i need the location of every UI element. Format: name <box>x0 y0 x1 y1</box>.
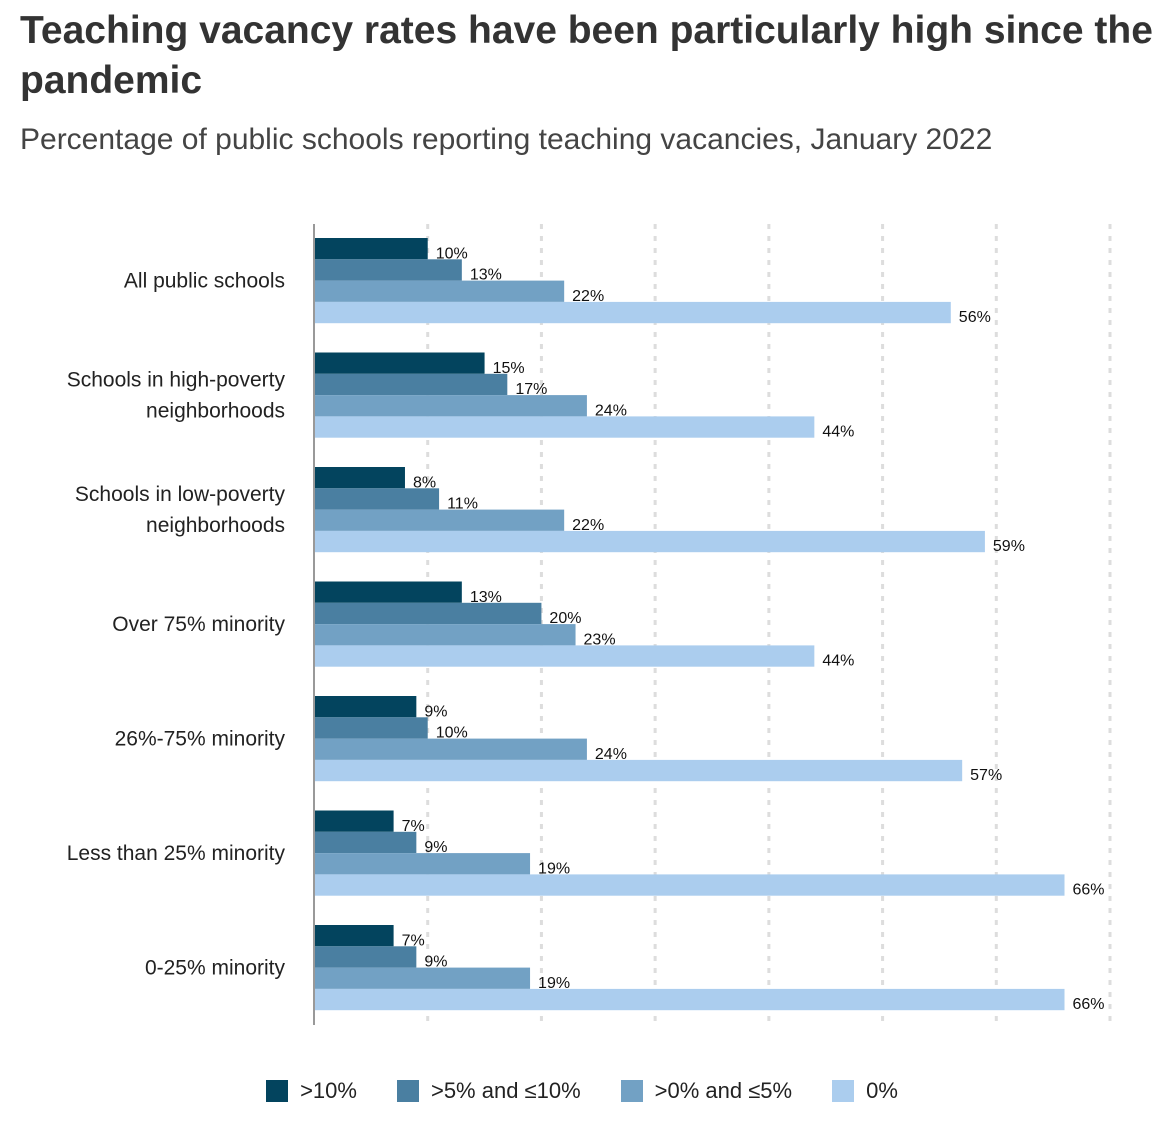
category-label: Schools in low-poverty <box>75 483 286 506</box>
bar <box>314 738 587 760</box>
bars <box>314 238 1065 1011</box>
data-label: 22% <box>572 288 604 305</box>
data-label: 24% <box>595 746 627 763</box>
data-label: 57% <box>970 767 1002 784</box>
category-label: Over 75% minority <box>112 613 285 636</box>
legend-swatch <box>832 1080 855 1102</box>
chart-subtitle: Percentage of public schools reporting t… <box>20 123 993 156</box>
data-label: 8% <box>413 474 436 491</box>
legend-label: >5% and ≤10% <box>430 1078 581 1103</box>
bar <box>314 967 531 989</box>
data-label: 15% <box>493 360 525 377</box>
legend-swatch <box>266 1080 289 1102</box>
data-label: 19% <box>538 860 570 877</box>
bar <box>314 238 428 260</box>
legend-item: >0% and ≤5% <box>620 1078 793 1104</box>
category-label: All public schools <box>124 270 285 293</box>
bar <box>314 488 440 510</box>
bar <box>314 810 394 832</box>
data-label: 44% <box>822 424 854 441</box>
bar <box>314 395 587 417</box>
bar <box>314 946 417 968</box>
bar <box>314 602 542 625</box>
legend-swatch <box>396 1080 419 1102</box>
data-label: 11% <box>447 496 478 513</box>
data-label: 9% <box>424 703 447 720</box>
data-label: 13% <box>470 267 502 284</box>
bar <box>314 988 1065 1011</box>
bar <box>314 301 951 324</box>
bar <box>314 696 417 718</box>
data-label: 22% <box>572 517 604 534</box>
data-label: 10% <box>436 245 468 262</box>
bar <box>314 373 508 396</box>
bar <box>314 280 565 302</box>
data-label: 9% <box>424 839 447 856</box>
bar <box>314 717 428 739</box>
data-label: 7% <box>402 818 425 835</box>
bar <box>314 831 417 854</box>
category-label: neighborhoods <box>146 400 285 423</box>
category-label: Less than 25% minority <box>67 842 286 865</box>
bar <box>314 925 394 947</box>
legend-item: 0% <box>832 1078 898 1104</box>
bar <box>314 624 576 646</box>
bar <box>314 645 815 667</box>
category-label: 26%-75% minority <box>115 728 286 751</box>
bar <box>314 509 565 531</box>
data-label: 20% <box>549 610 581 627</box>
data-label: 56% <box>959 309 991 326</box>
data-label: 66% <box>1073 882 1105 899</box>
data-label: 59% <box>993 538 1025 555</box>
data-label: 24% <box>595 402 627 419</box>
data-label: 23% <box>584 631 616 648</box>
bar <box>314 259 462 281</box>
data-label: 44% <box>822 653 854 670</box>
bar <box>314 467 405 489</box>
bar <box>314 352 485 374</box>
legend-item: >5% and ≤10% <box>396 1078 581 1104</box>
data-label: 19% <box>538 975 570 992</box>
data-label: 10% <box>436 725 468 742</box>
legend-label: >10% <box>300 1078 357 1103</box>
chart-title: Teaching vacancy rates have been particu… <box>20 9 1153 102</box>
bar <box>314 853 531 875</box>
legend-label: 0% <box>866 1078 898 1103</box>
bar <box>314 416 815 438</box>
legend-label: >0% and ≤5% <box>654 1078 793 1103</box>
data-label: 7% <box>402 932 425 949</box>
data-label: 17% <box>515 381 547 398</box>
data-label: 13% <box>470 589 502 606</box>
legend-item: >10% <box>266 1078 357 1104</box>
bar <box>314 759 963 782</box>
category-label: Schools in high-poverty <box>67 369 286 392</box>
category-label: 0-25% minority <box>145 957 286 980</box>
bar <box>314 581 462 603</box>
data-label: 9% <box>424 954 447 971</box>
legend: >10% >5% and ≤10% >0% and ≤5% 0% <box>0 1078 1164 1104</box>
bar <box>314 530 985 553</box>
legend-swatch <box>620 1080 643 1102</box>
bar <box>314 874 1065 896</box>
data-label: 66% <box>1073 996 1105 1013</box>
category-label: neighborhoods <box>146 514 285 537</box>
